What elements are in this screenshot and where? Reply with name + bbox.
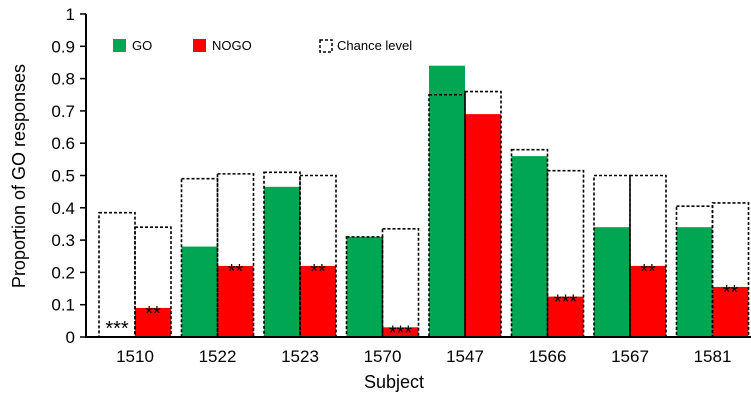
chance-outline-nogo [711, 202, 750, 338]
significance-marker-nogo: ** [228, 261, 244, 283]
y-tick-label: 0.2 [51, 263, 75, 282]
y-tick-label: 0.1 [51, 296, 75, 315]
x-tick-label: 1523 [281, 347, 319, 366]
significance-marker-nogo: *** [389, 322, 413, 344]
x-tick-label: 1522 [199, 347, 237, 366]
y-tick-label: 0.6 [51, 134, 75, 153]
y-tick-label: 0 [66, 328, 75, 347]
chance-box-go [99, 212, 135, 337]
y-axis-title: Proportion of GO responses [9, 64, 29, 288]
bar-nogo [217, 265, 254, 337]
significance-layer: ******* ************ [105, 261, 738, 344]
ticks-layer: 1510 1522 1523 1570 1547 1566 1567 1581 0 0.1 0.2 0… [51, 5, 731, 366]
x-tick-label: 1547 [446, 347, 484, 366]
significance-marker-nogo: ** [640, 261, 656, 283]
chance-outline-go [98, 211, 136, 338]
y-tick-label: 0.9 [51, 37, 75, 56]
bar-nogo [712, 286, 749, 337]
y-tick-label: 0.4 [51, 199, 75, 218]
x-tick-label: 1510 [116, 347, 154, 366]
y-tick-label: 1 [66, 5, 75, 24]
bar-go [429, 65, 465, 338]
legend-swatch-chance [319, 39, 333, 53]
x-tick-label: 1566 [529, 347, 567, 366]
bar-nogo [300, 265, 336, 337]
bar-go [346, 236, 383, 337]
y-tick-label: 0.5 [51, 167, 75, 186]
bar-go [676, 227, 713, 337]
y-tick-label: 0.7 [51, 102, 75, 121]
x-axis-title: Subject [364, 372, 424, 392]
x-tick-label: 1567 [611, 347, 649, 366]
legend-label-go: GO [132, 38, 152, 53]
legend-label-chance: Chance level [337, 38, 412, 53]
significance-marker-nogo: ** [723, 282, 739, 304]
legend: GO NOGO Chance level [113, 38, 412, 53]
bar-nogo [465, 114, 501, 337]
significance-marker-nogo: *** [554, 292, 578, 314]
bar-go [594, 227, 630, 337]
significance-marker-go: *** [105, 318, 129, 340]
bar-go [511, 156, 548, 337]
significance-marker-nogo: ** [145, 303, 161, 325]
labels-layer: Subject Proportion of GO responses [9, 64, 424, 392]
significance-marker-nogo: ** [310, 261, 326, 283]
bar-nogo [382, 327, 419, 337]
chance-outline-nogo [464, 90, 502, 338]
chance-box-nogo [382, 228, 419, 337]
chance-outline-nogo [134, 226, 172, 338]
bar-go [264, 186, 300, 337]
bar-nogo [630, 265, 666, 337]
legend-swatch-go [113, 39, 126, 52]
legend-label-nogo: NOGO [212, 38, 252, 53]
bar-go [181, 246, 218, 337]
chance-outline-go [263, 171, 301, 338]
y-tick-label: 0.8 [51, 70, 75, 89]
bar-nogo [547, 296, 584, 337]
legend-swatch-nogo [193, 39, 206, 52]
bars-layer [98, 65, 750, 338]
x-tick-label: 1581 [694, 347, 732, 366]
bar-nogo [135, 307, 171, 337]
x-tick-label: 1570 [364, 347, 402, 366]
y-tick-label: 0.3 [51, 231, 75, 250]
